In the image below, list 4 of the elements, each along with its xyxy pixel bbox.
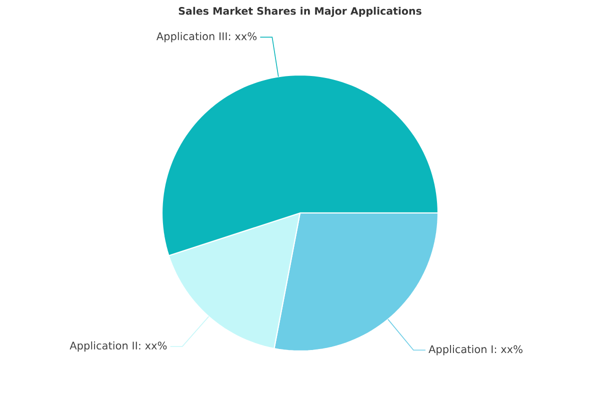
slice-label: Application III: xx%	[156, 32, 257, 42]
slice-label: Application II: xx%	[70, 341, 167, 352]
chart-title: Sales Market Shares in Major Applications	[178, 6, 422, 17]
slice-label: Application I: xx%	[428, 345, 522, 356]
